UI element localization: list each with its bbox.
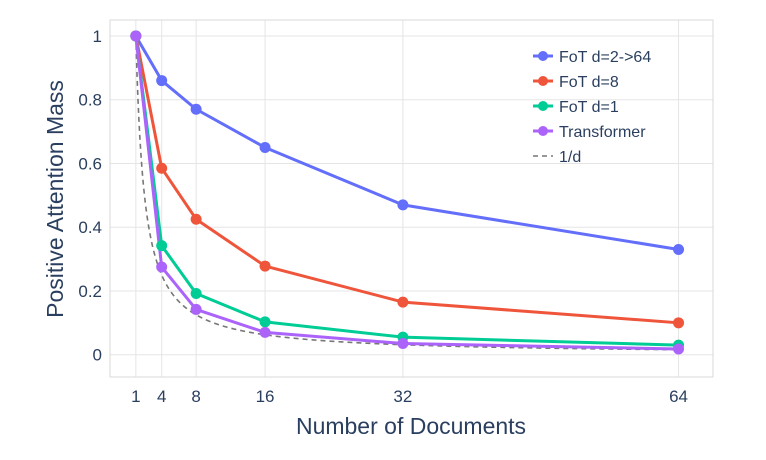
data-point <box>156 162 168 174</box>
y-tick-label: 0.8 <box>78 91 102 110</box>
y-tick-label: 0.2 <box>78 282 102 301</box>
data-point <box>673 343 685 355</box>
legend-label: Transformer <box>559 124 646 141</box>
x-tick-label: 16 <box>256 387 275 406</box>
data-point <box>190 213 202 225</box>
legend-item: FoT d=2->64 <box>533 49 651 66</box>
legend-label: 1/d <box>559 149 581 166</box>
data-point <box>190 303 202 315</box>
series-points <box>130 30 685 355</box>
legend-swatch-marker <box>538 101 548 111</box>
data-point <box>130 30 142 42</box>
y-tick-label: 0.4 <box>78 218 102 237</box>
legend-swatch-marker <box>538 51 548 61</box>
data-point <box>259 326 271 338</box>
series-line <box>134 35 679 347</box>
series-line <box>134 35 679 251</box>
data-point <box>673 244 685 255</box>
legend-swatch-marker <box>538 76 548 86</box>
x-axis-ticks: 1 4 8 16 32 64 <box>131 387 688 406</box>
data-point <box>397 199 409 211</box>
y-axis-title: Positive Attention Mass <box>42 80 68 318</box>
legend-label: FoT d=2->64 <box>559 49 651 66</box>
series-lines <box>134 35 679 351</box>
series-line <box>134 35 679 325</box>
y-tick-label: 0 <box>93 346 102 365</box>
data-point <box>259 142 271 153</box>
series-line <box>134 35 679 351</box>
legend-label: FoT d=1 <box>559 99 619 116</box>
x-tick-label: 4 <box>157 387 166 406</box>
legend-item: FoT d=1 <box>533 99 619 116</box>
legend-swatch-marker <box>538 126 548 136</box>
data-point <box>190 287 202 299</box>
x-tick-label: 32 <box>393 387 412 406</box>
x-tick-label: 64 <box>669 387 688 406</box>
reference-1-over-d-line <box>135 35 679 351</box>
data-point <box>156 75 168 87</box>
data-point <box>397 296 409 308</box>
legend-item: FoT d=8 <box>533 74 619 91</box>
data-point <box>673 317 685 329</box>
legend: FoT d=2->64 FoT d=8 FoT d=1 Transformer 1/d <box>533 49 651 166</box>
data-point <box>190 103 202 115</box>
data-point <box>259 260 271 272</box>
x-tick-label: 1 <box>131 387 140 406</box>
reference-curve <box>135 35 679 351</box>
data-point <box>397 338 409 350</box>
legend-item-reference: 1/d <box>533 149 581 166</box>
legend-label: FoT d=8 <box>559 74 619 91</box>
plot-frame <box>109 19 714 378</box>
x-tick-label: 8 <box>191 387 200 406</box>
data-point <box>259 316 271 328</box>
x-axis-title: Number of Documents <box>296 413 526 439</box>
grid <box>110 20 713 377</box>
data-point <box>156 240 168 252</box>
y-axis-ticks: 0 0.2 0.4 0.6 0.8 1 <box>78 27 102 365</box>
data-point <box>156 261 168 273</box>
legend-item: Transformer <box>533 124 646 141</box>
y-tick-label: 1 <box>93 27 102 46</box>
y-tick-label: 0.6 <box>78 154 102 173</box>
